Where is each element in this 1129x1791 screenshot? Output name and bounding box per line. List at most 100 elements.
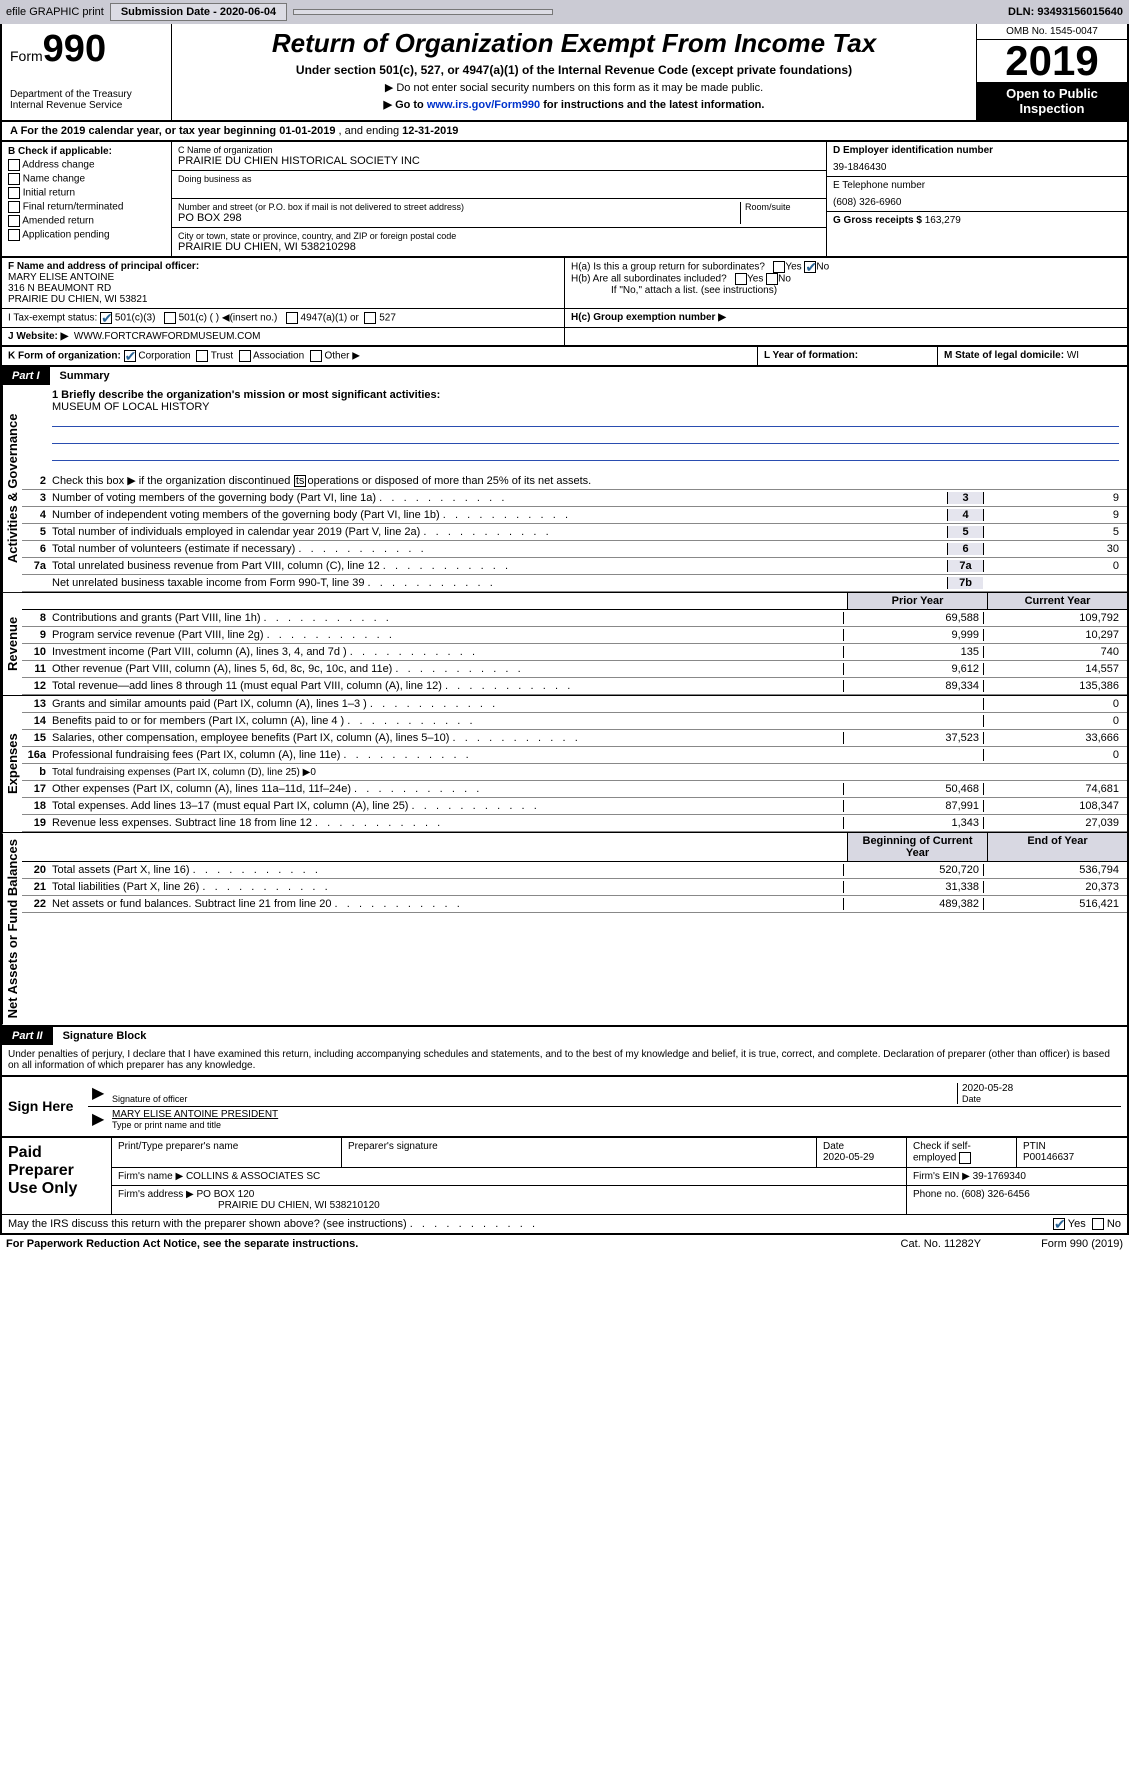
- hb-yes[interactable]: [735, 273, 747, 285]
- room-label: Room/suite: [745, 202, 820, 212]
- line-curr: 33,666: [983, 732, 1123, 744]
- part1-body: Activities & Governance 1 Briefly descri…: [0, 385, 1129, 1027]
- ha-no[interactable]: [804, 261, 816, 273]
- hb-no[interactable]: [766, 273, 778, 285]
- line-prior: 9,999: [843, 629, 983, 641]
- line-curr: 10,297: [983, 629, 1123, 641]
- check-final[interactable]: [8, 201, 20, 213]
- blank-button[interactable]: [293, 9, 553, 15]
- phone-label: E Telephone number: [833, 180, 1121, 191]
- line-text: Professional fundraising fees (Part IX, …: [52, 749, 843, 761]
- line-text: Other expenses (Part IX, column (A), lin…: [52, 783, 843, 795]
- check-self-emp[interactable]: [959, 1152, 971, 1164]
- col-b-label: B Check if applicable:: [8, 146, 165, 157]
- mission-block: 1 Briefly describe the organization's mi…: [22, 385, 1127, 472]
- irs-link[interactable]: www.irs.gov/Form990: [427, 99, 540, 111]
- line-text: Salaries, other compensation, employee b…: [52, 732, 843, 744]
- line-prior: 1,343: [843, 817, 983, 829]
- check-trust[interactable]: [196, 350, 208, 362]
- line-prior: 50,468: [843, 783, 983, 795]
- check-other[interactable]: [310, 350, 322, 362]
- line-prior: 69,588: [843, 612, 983, 624]
- col-c: C Name of organization PRAIRIE DU CHIEN …: [172, 142, 827, 256]
- name-label: C Name of organization: [178, 145, 820, 155]
- line-prior: 520,720: [843, 864, 983, 876]
- line-curr: 14,557: [983, 663, 1123, 675]
- dln-label: DLN: 93493156015640: [1008, 6, 1123, 18]
- gross: 163,279: [925, 215, 961, 226]
- check-527[interactable]: [364, 312, 376, 324]
- check-name[interactable]: [8, 173, 20, 185]
- form-subtitle: Under section 501(c), 527, or 4947(a)(1)…: [180, 63, 968, 77]
- bottom-note: For Paperwork Reduction Act Notice, see …: [0, 1235, 1129, 1253]
- check-corp[interactable]: [124, 350, 136, 362]
- line-prior: 9,612: [843, 663, 983, 675]
- line-curr: 516,421: [983, 898, 1123, 910]
- discuss-no[interactable]: [1092, 1218, 1104, 1230]
- line-text: Other revenue (Part VIII, column (A), li…: [52, 663, 843, 675]
- section-rev-label: Revenue: [2, 593, 22, 695]
- check-4947[interactable]: [286, 312, 298, 324]
- line-prior: 31,338: [843, 881, 983, 893]
- check-501c3[interactable]: [100, 312, 112, 324]
- h-block: H(a) Is this a group return for subordin…: [564, 258, 1127, 308]
- line-curr: 109,792: [983, 612, 1123, 624]
- paid-label: Paid Preparer Use Only: [2, 1138, 112, 1214]
- top-bar: efile GRAPHIC print Submission Date - 20…: [0, 0, 1129, 24]
- section-gov-label: Activities & Governance: [2, 385, 22, 592]
- line-prior: 87,991: [843, 800, 983, 812]
- discuss-row: May the IRS discuss this return with the…: [0, 1215, 1129, 1235]
- line-prior: 489,382: [843, 898, 983, 910]
- ha-yes[interactable]: [773, 261, 785, 273]
- officer-name: MARY ELISE ANTOINE PRESIDENT: [112, 1109, 1117, 1120]
- line-text: Total revenue—add lines 8 through 11 (mu…: [52, 680, 843, 692]
- paid-preparer: Paid Preparer Use Only Print/Type prepar…: [0, 1138, 1129, 1215]
- dept-label: Department of the Treasury Internal Reve…: [10, 89, 163, 111]
- check-amended[interactable]: [8, 215, 20, 227]
- line-curr: 20,373: [983, 881, 1123, 893]
- section-net-label: Net Assets or Fund Balances: [2, 833, 22, 1024]
- check-pending[interactable]: [8, 229, 20, 241]
- row-fh: F Name and address of principal officer:…: [0, 258, 1129, 309]
- open-inspection: Open to Public Inspection: [977, 82, 1127, 120]
- line-curr: 74,681: [983, 783, 1123, 795]
- check-address[interactable]: [8, 159, 20, 171]
- line-text: Total expenses. Add lines 13–17 (must eq…: [52, 800, 843, 812]
- check-501c[interactable]: [164, 312, 176, 324]
- discuss-yes[interactable]: [1053, 1218, 1065, 1230]
- city: PRAIRIE DU CHIEN, WI 538210298: [178, 241, 820, 253]
- header-mid: Return of Organization Exempt From Incom…: [172, 24, 977, 120]
- city-label: City or town, state or province, country…: [178, 231, 820, 241]
- line-curr: 135,386: [983, 680, 1123, 692]
- line-prior: 89,334: [843, 680, 983, 692]
- line-amt: 9: [983, 509, 1123, 521]
- form-num: 990: [43, 28, 106, 70]
- check-initial[interactable]: [8, 187, 20, 199]
- ein: 39-1846430: [833, 162, 1121, 173]
- line-text: Number of voting members of the governin…: [52, 492, 947, 504]
- org-name: PRAIRIE DU CHIEN HISTORICAL SOCIETY INC: [178, 155, 820, 167]
- col-b: B Check if applicable: Address change Na…: [2, 142, 172, 256]
- row-klm: K Form of organization: Corporation Trus…: [0, 347, 1129, 367]
- line-text: Total number of volunteers (estimate if …: [52, 543, 947, 555]
- header-right: OMB No. 1545-0047 2019 Open to Public In…: [977, 24, 1127, 120]
- check-assoc[interactable]: [239, 350, 251, 362]
- line-a: A For the 2019 calendar year, or tax yea…: [0, 122, 1129, 142]
- line-text: Total assets (Part X, line 16): [52, 864, 843, 876]
- line-text: Revenue less expenses. Subtract line 18 …: [52, 817, 843, 829]
- efile-label: efile GRAPHIC print: [6, 6, 104, 18]
- submission-date-button[interactable]: Submission Date - 2020-06-04: [110, 3, 287, 21]
- line-curr: 0: [983, 749, 1123, 761]
- line-curr: 0: [983, 698, 1123, 710]
- dba-label: Doing business as: [178, 174, 820, 184]
- sign-here-label: Sign Here: [8, 1081, 88, 1132]
- line-box: 5: [947, 526, 983, 538]
- line-text: Program service revenue (Part VIII, line…: [52, 629, 843, 641]
- check-q2[interactable]: [294, 475, 306, 487]
- line-text: Number of independent voting members of …: [52, 509, 947, 521]
- line-prior: 135: [843, 646, 983, 658]
- gross-label: G Gross receipts $: [833, 215, 925, 226]
- row-i: I Tax-exempt status: 501(c)(3) 501(c) ( …: [0, 309, 1129, 328]
- section-bcd: B Check if applicable: Address change Na…: [0, 142, 1129, 258]
- line-text: Total fundraising expenses (Part IX, col…: [52, 767, 843, 778]
